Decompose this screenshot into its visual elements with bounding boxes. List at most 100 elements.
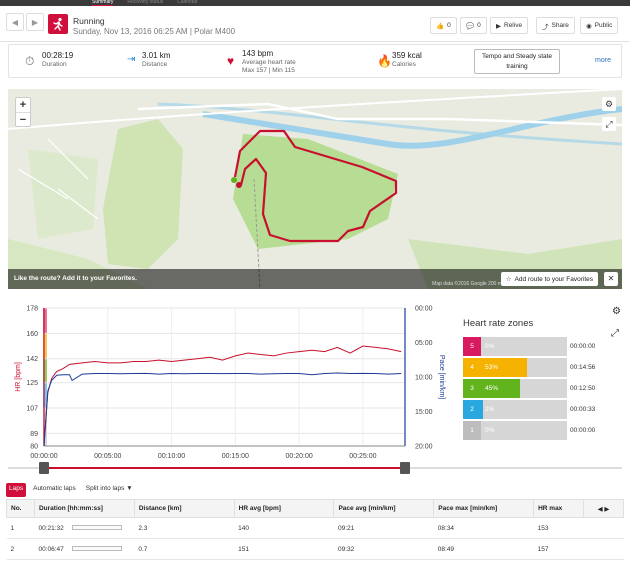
table-row[interactable]: 1 00:21:32 2.3 140 09:21 08:34 153 bbox=[6, 517, 624, 539]
stat-duration: 00:28:19 Duration bbox=[42, 51, 73, 68]
scroll-left-button[interactable]: ◀ bbox=[597, 505, 603, 513]
lap-number: 1 bbox=[6, 517, 35, 539]
pace-axis-label: Pace [min/km] bbox=[438, 355, 445, 399]
split-into-laps-dropdown[interactable]: Split into laps ▼ bbox=[83, 483, 136, 497]
hr-tick-label: 125 bbox=[26, 380, 38, 387]
hr-pace-chart[interactable]: 00:00:00 00:05:00 00:10:00 00:15:00 00:20:00… bbox=[0, 296, 630, 476]
pace-tick-label: 10:00 bbox=[415, 375, 433, 382]
hr-series-line bbox=[43, 345, 402, 447]
pace-series-line bbox=[43, 372, 402, 447]
hr-zone-row: 3 45% bbox=[463, 379, 567, 398]
comment-count: 0 bbox=[477, 22, 481, 29]
tab-automatic-laps[interactable]: Automatic laps bbox=[33, 485, 76, 492]
hr-pace-chart-panel: 00:00:00 00:05:00 00:10:00 00:15:00 00:20:00… bbox=[0, 296, 630, 476]
tab-laps[interactable]: Laps bbox=[6, 483, 27, 497]
hr-zone-band bbox=[43, 358, 47, 383]
lap-duration: 00:06:47 bbox=[34, 538, 135, 560]
close-favorite-bar-button[interactable]: ✕ bbox=[604, 272, 618, 286]
zoom-in-button[interactable]: + bbox=[19, 99, 27, 111]
lap-hr-max: 157 bbox=[533, 538, 584, 560]
hr-range: Max 157 | Min 115 bbox=[242, 67, 295, 74]
favorite-route-bar: Like the route? Add it to your Favorites… bbox=[8, 269, 622, 289]
zone-time: 00:00:00 bbox=[570, 427, 596, 434]
x-tick-label: 00:00:00 bbox=[30, 453, 57, 460]
column-pager: ◀ ▶ bbox=[583, 499, 624, 518]
zone-percent: 53% bbox=[485, 364, 499, 371]
zone-number: 2 bbox=[463, 400, 481, 419]
duration-label: Duration bbox=[42, 61, 67, 68]
more-link[interactable]: more bbox=[595, 57, 611, 64]
heart-icon: ♥ bbox=[227, 54, 235, 68]
zone-time: 00:14:56 bbox=[570, 364, 596, 371]
share-label: Share bbox=[551, 22, 569, 29]
like-count: 0 bbox=[447, 22, 451, 29]
map-canvas bbox=[8, 89, 622, 289]
zone-number: 5 bbox=[463, 337, 481, 356]
x-tick-label: 00:10:00 bbox=[158, 453, 185, 460]
range-start-handle[interactable] bbox=[39, 462, 49, 474]
training-benefit-badge[interactable]: Tempo and Steady state training bbox=[474, 49, 560, 74]
hr-zone-row: 1 0% bbox=[463, 421, 567, 440]
previous-session-button[interactable]: ◀ bbox=[6, 13, 24, 31]
map-settings-button[interactable]: ⚙ bbox=[602, 97, 616, 111]
tab-calendar[interactable]: Calendar bbox=[177, 0, 198, 5]
laps-tabs: Laps Automatic laps Split into laps ▼ bbox=[6, 483, 136, 497]
hr-zone-band bbox=[43, 308, 47, 334]
lap-hr-avg: 140 bbox=[234, 517, 334, 539]
lap-empty-cell bbox=[583, 517, 624, 539]
zone-percent: 45% bbox=[485, 385, 499, 392]
favorite-prompt: Like the route? Add it to your Favorites… bbox=[14, 275, 137, 282]
top-tab-strip: Summary Recovery status Calendar bbox=[92, 0, 198, 6]
map-zoom-control: + − bbox=[15, 97, 31, 127]
next-session-button[interactable]: ▶ bbox=[26, 13, 44, 31]
comment-button[interactable]: 💬 0 bbox=[460, 17, 487, 34]
col-duration: Duration [hh:mm:ss] bbox=[33, 499, 135, 518]
lap-pace-avg: 09:32 bbox=[333, 538, 434, 560]
tab-recovery-status[interactable]: Recovery status bbox=[127, 0, 164, 5]
thumbs-up-icon: 👍 bbox=[436, 22, 445, 30]
share-button[interactable]: ⤴ Share bbox=[536, 17, 575, 34]
session-header: ◀ ▶ Running Sunday, Nov 13, 2016 06:25 A… bbox=[0, 8, 630, 42]
relive-label: Relive bbox=[504, 22, 523, 29]
hr-zone-row: 4 53% bbox=[463, 358, 567, 377]
hr-zone-row: 5 0% bbox=[463, 337, 567, 356]
add-route-label: Add route to your Favorites bbox=[514, 275, 593, 283]
zone-time: 00:00:33 bbox=[570, 406, 596, 413]
lap-hr-max: 153 bbox=[533, 517, 584, 539]
zone-number: 3 bbox=[463, 379, 481, 398]
share-icon: ⤴ bbox=[542, 23, 549, 31]
play-icon: ▶ bbox=[496, 22, 501, 30]
lap-pace-max: 08:34 bbox=[433, 517, 534, 539]
tab-summary[interactable]: Summary bbox=[92, 0, 114, 6]
add-route-favorite-button[interactable]: ☆ Add route to your Favorites bbox=[500, 272, 598, 286]
zone-number: 4 bbox=[463, 358, 481, 377]
relive-button[interactable]: ▶ Relive bbox=[490, 17, 529, 34]
duration-bar bbox=[71, 546, 122, 552]
zoom-out-button[interactable]: − bbox=[16, 112, 30, 126]
gear-icon: ⚙ bbox=[604, 99, 614, 109]
range-end-handle[interactable] bbox=[400, 462, 410, 474]
privacy-button[interactable]: ◉ Public bbox=[580, 17, 619, 34]
map-fullscreen-button[interactable]: ⤢ bbox=[602, 117, 616, 131]
hr-tick-label: 80 bbox=[30, 444, 38, 451]
scroll-right-button[interactable]: ▶ bbox=[604, 505, 610, 513]
zone-bar-fill bbox=[481, 379, 520, 398]
like-button[interactable]: 👍 0 bbox=[430, 17, 457, 34]
route-map[interactable]: + − ⚙ ⤢ Like the route? Add it to your F… bbox=[8, 89, 622, 289]
zone-time: 00:00:00 bbox=[570, 343, 596, 350]
lap-pace-max: 08:49 bbox=[433, 538, 534, 560]
table-row[interactable]: 2 00:06:47 0.7 151 09:32 08:49 157 bbox=[6, 538, 624, 560]
lap-hr-avg: 151 bbox=[234, 538, 334, 560]
map-credit: Map data ©2016 Google 200 m bbox=[432, 281, 502, 287]
lap-empty-cell bbox=[583, 538, 624, 560]
caret-down-icon: ▼ bbox=[126, 485, 133, 492]
close-icon: ✕ bbox=[607, 274, 615, 283]
hr-tick-label: 142 bbox=[26, 356, 38, 363]
chevron-left-icon: ◀ bbox=[11, 17, 19, 27]
calories-label: Calories bbox=[392, 61, 416, 68]
zone-time: 00:12:50 bbox=[570, 385, 596, 392]
chart-expand-icon: ⤢ bbox=[611, 328, 619, 339]
hr-zone-band bbox=[43, 333, 47, 359]
lap-duration-value: 00:06:47 bbox=[38, 545, 64, 553]
hr-tick-label: 89 bbox=[30, 431, 38, 438]
